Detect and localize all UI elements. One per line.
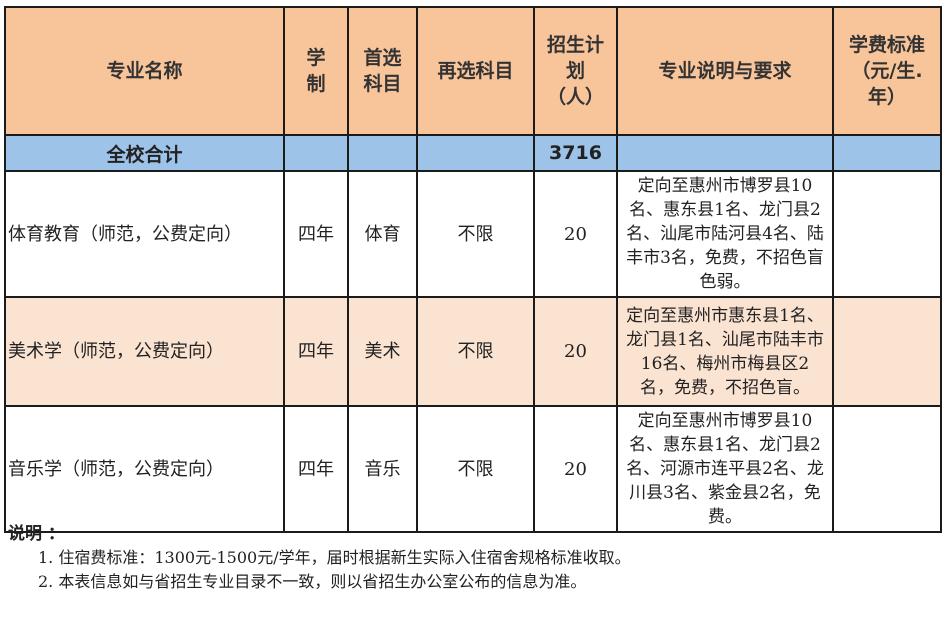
first-subject: 体育 <box>347 170 418 298</box>
table-row: 体育教育（师范，公费定向） 四年 体育 不限 20 定向至惠州市博罗县10名、惠… <box>4 170 942 298</box>
header-line: 学费标准 <box>848 34 925 56</box>
major-name: 美术学（师范，公费定向） <box>4 296 285 407</box>
fee <box>832 170 942 298</box>
note-item: 1. 住宿费标准：1300元-1500元/学年，届时根据新生实际入住宿舍规格标准… <box>38 548 631 567</box>
note-item: 2. 本表信息如与省招生专业目录不一致，则以省招生办公室公布的信息为准。 <box>38 572 587 591</box>
cell <box>283 134 349 172</box>
total-label: 全校合计 <box>4 134 285 172</box>
second-subject: 不限 <box>416 405 535 533</box>
header-second-subject: 再选科目 <box>416 6 535 136</box>
header-first-subject: 首选科目 <box>347 6 418 136</box>
header-plan: 招生计划（人） <box>533 6 618 136</box>
first-subject: 美术 <box>347 296 418 407</box>
major-name: 音乐学（师范，公费定向） <box>4 405 285 533</box>
total-row: 全校合计 3716 <box>4 134 942 172</box>
cell <box>416 134 535 172</box>
second-subject: 不限 <box>416 170 535 298</box>
notes-title: 说明 ： <box>8 524 65 544</box>
header-line: 年） <box>867 86 906 108</box>
description: 定向至惠州市博罗县10名、惠东县1名、龙门县2名、汕尾市陆河县4名、陆丰市3名，… <box>616 170 834 298</box>
second-subject: 不限 <box>416 296 535 407</box>
header-duration: 学制 <box>283 6 349 136</box>
table-row: 美术学（师范，公费定向） 四年 美术 不限 20 定向至惠州市惠东县1名、龙门县… <box>4 296 942 407</box>
duration: 四年 <box>283 296 349 407</box>
duration: 四年 <box>283 405 349 533</box>
header-line: 学 <box>306 47 326 69</box>
plan: 20 <box>533 405 618 533</box>
header-row: 专业名称 学制 首选科目 再选科目 招生计划（人） 专业说明与要求 学费标准 （元… <box>4 6 942 136</box>
description: 定向至惠州市惠东县1名、龙门县1名、汕尾市陆丰市16名、梅州市梅县区2名，免费，… <box>616 296 834 407</box>
header-first-subject-text: 首选科目 <box>363 47 402 95</box>
plan: 20 <box>533 296 618 407</box>
fee <box>832 296 942 407</box>
header-line: （元/生. <box>851 60 923 82</box>
notes: 说明 ： 1. 住宿费标准：1300元-1500元/学年，届时根据新生实际入住宿… <box>8 522 631 594</box>
total-plan: 3716 <box>533 134 618 172</box>
header-line: 制 <box>306 73 326 95</box>
description: 定向至惠州市博罗县10名、惠东县1名、龙门县2名、河源市连平县2名、龙川县3名、… <box>616 405 834 533</box>
plan: 20 <box>533 170 618 298</box>
table-row: 音乐学（师范，公费定向） 四年 音乐 不限 20 定向至惠州市博罗县10名、惠东… <box>4 405 942 533</box>
header-description: 专业说明与要求 <box>616 6 834 136</box>
duration: 四年 <box>283 170 349 298</box>
major-name: 体育教育（师范，公费定向） <box>4 170 285 298</box>
first-subject: 音乐 <box>347 405 418 533</box>
fee <box>832 405 942 533</box>
header-major-name: 专业名称 <box>4 6 285 136</box>
cell <box>347 134 418 172</box>
header-fee: 学费标准 （元/生. 年） <box>832 6 942 136</box>
cell <box>832 134 942 172</box>
enrollment-table: 专业名称 学制 首选科目 再选科目 招生计划（人） 专业说明与要求 学费标准 （元… <box>4 6 942 533</box>
cell <box>616 134 834 172</box>
header-plan-text: 招生计划（人） <box>546 34 604 108</box>
